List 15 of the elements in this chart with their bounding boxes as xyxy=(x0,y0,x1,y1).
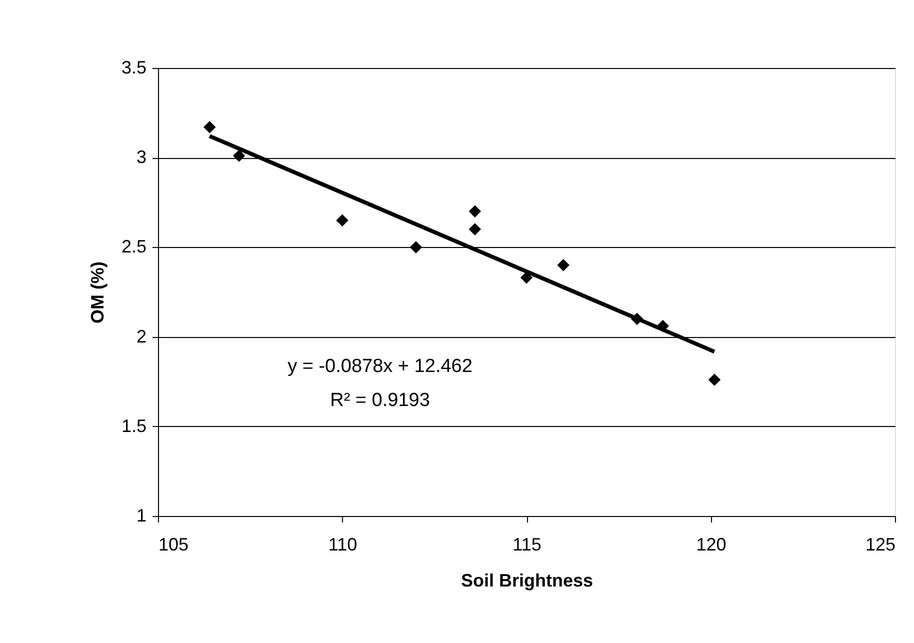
y-tick-label: 1.5 xyxy=(121,416,146,436)
x-tick-label: 120 xyxy=(696,534,726,554)
x-tick-label: 110 xyxy=(328,534,358,554)
y-tick-label: 3.5 xyxy=(121,58,146,78)
x-tick-label: 125 xyxy=(865,534,896,554)
y-axis-title: OM (%) xyxy=(87,262,108,324)
y-tick-label: 1 xyxy=(136,506,146,526)
x-tick-label: 115 xyxy=(512,534,542,554)
y-tick-label: 2.5 xyxy=(121,236,146,257)
annotation: R² = 0.9193 xyxy=(330,390,430,411)
x-axis-title: Soil Brightness xyxy=(460,570,594,590)
y-tick-label: 3 xyxy=(136,147,146,168)
x-tick-label: 105 xyxy=(158,534,189,554)
y-tick-label: 2 xyxy=(136,326,146,346)
annotation: y = -0.0878x + 12.462 xyxy=(288,356,472,377)
